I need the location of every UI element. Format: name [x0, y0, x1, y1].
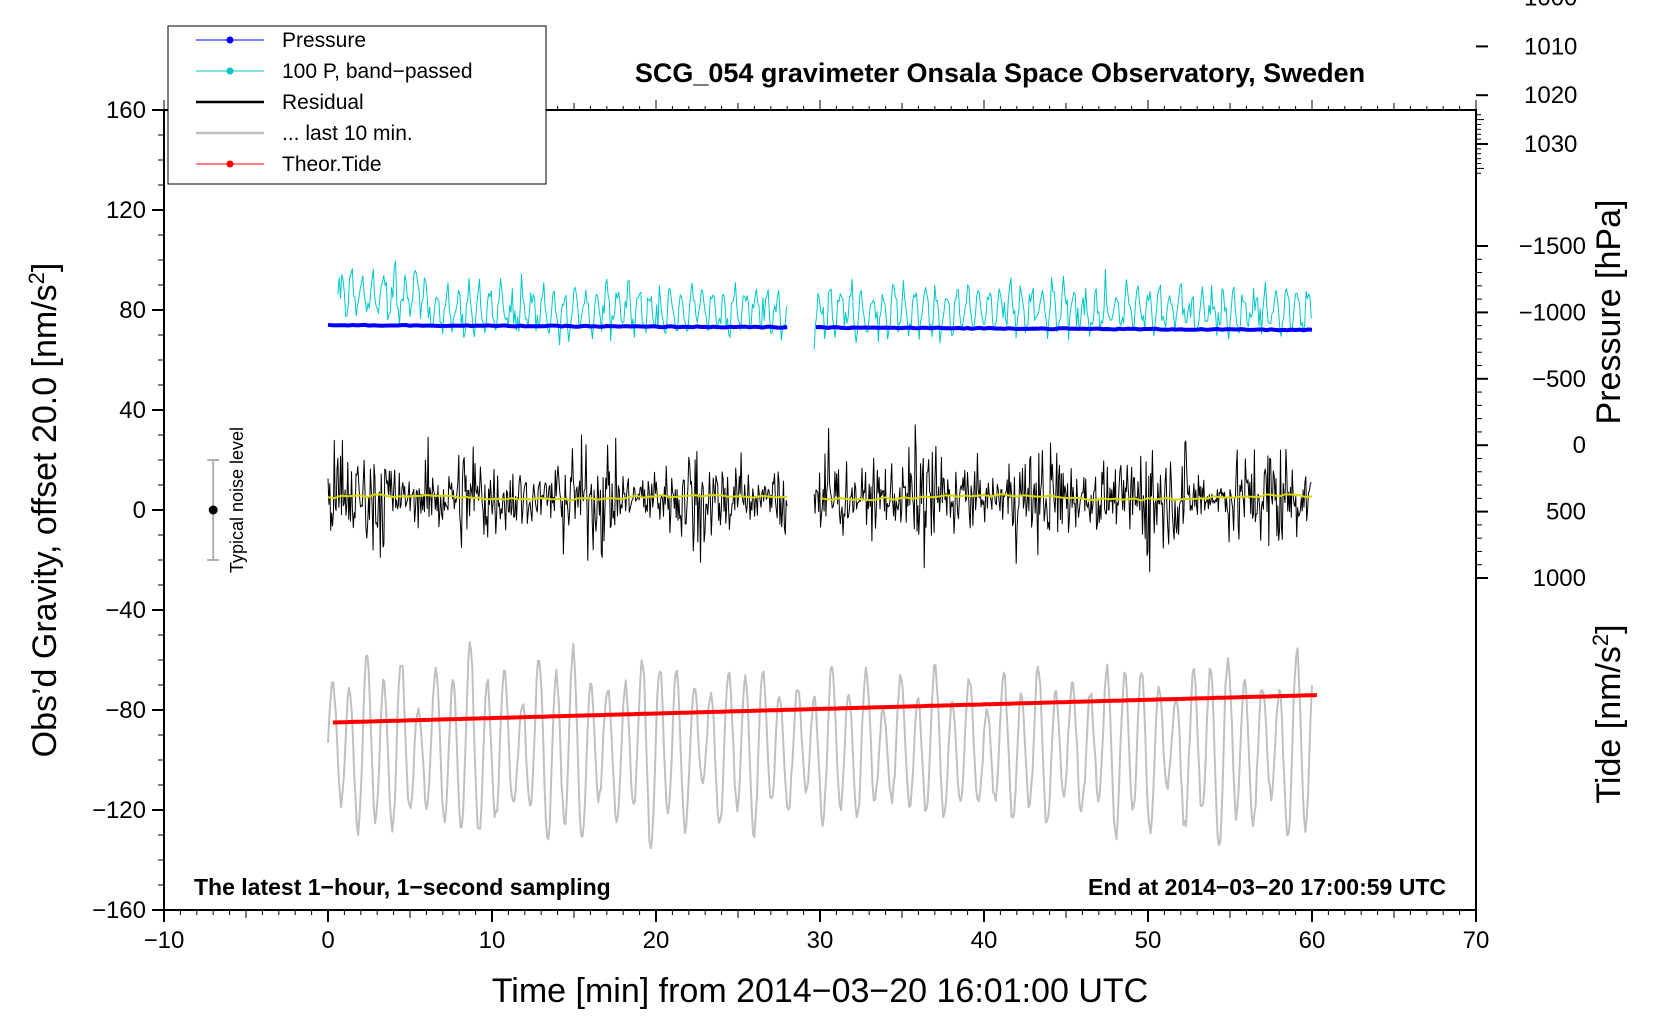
residual-mean-line-0 [327, 493, 788, 502]
y-axis-pressure-title: Pressure [hPa] [1590, 200, 1628, 425]
legend-marker-4 [226, 160, 234, 168]
x-tick-label-3: 20 [643, 927, 670, 954]
legend-box [167, 25, 547, 185]
x-tick-label-8: 70 [1463, 927, 1490, 954]
y-tick-label-3: 40 [119, 397, 146, 424]
last-10-min-line-0 [327, 640, 1313, 850]
pressure-tick-label-0: 1030 [1524, 131, 1577, 158]
legend-marker-0 [226, 36, 234, 44]
tide-tick-label-4: −1000 [1519, 299, 1586, 326]
pressure-series-group [327, 322, 1313, 333]
pressure-tick-label-2: 1010 [1524, 33, 1577, 60]
y-tick-label-5: −40 [105, 597, 146, 624]
residual-mean-line-1 [819, 493, 1313, 502]
x-tick-label-5: 40 [971, 927, 998, 954]
x-tick-label-0: −10 [144, 927, 185, 954]
annotation-end-time: End at 2014−03−20 17:00:59 UTC [1088, 874, 1446, 900]
pressure-tick-label-1: 1020 [1524, 82, 1577, 109]
axes-group: −10 0 10 20 30 40 50 60 7016012080400−40−80−120−… [92, 0, 1586, 954]
y-tick-label-6: −80 [105, 697, 146, 724]
x-tick-label-6: 50 [1135, 927, 1162, 954]
y-axis-left-title-main: Obs’d Gravity, offset 20.0 [nm/s [26, 284, 64, 757]
noise-level-label: Typical noise level [227, 427, 247, 573]
y-axis-left-title: Obs’d Gravity, offset 20.0 [nm/s2] [24, 263, 64, 758]
noise-level-indicator: Typical noise level [207, 427, 247, 573]
annotation-sampling: The latest 1−hour, 1−second sampling [194, 874, 611, 900]
pressure-bandpassed-line-1 [813, 268, 1312, 350]
y-axis-tide-title-main: Tide [nm/s [1590, 646, 1628, 803]
y-tick-label-2: 80 [119, 297, 146, 324]
residual-line-0 [327, 434, 788, 563]
x-axis-title: Time [min] from 2014−03−20 16:01:00 UTC [492, 972, 1148, 1010]
pressure-line-0 [327, 322, 788, 330]
pressure-line-1 [815, 325, 1313, 333]
y-axis-left-title-end: ] [26, 263, 64, 272]
last-10-min-series-group [327, 640, 1313, 850]
theoretical-tide-series-group [332, 693, 1317, 725]
pressure-bandpassed-series-group [337, 260, 1312, 350]
y-tick-label-0: 160 [106, 97, 146, 124]
tide-tick-label-1: 500 [1546, 499, 1586, 526]
x-tick-label-4: 30 [807, 927, 834, 954]
y-axis-tide-title-sup: 2 [1588, 634, 1613, 646]
x-tick-label-7: 60 [1299, 927, 1326, 954]
residual-mean-series-group [327, 493, 1313, 502]
tide-line-0 [332, 693, 1317, 725]
y-tick-label-7: −120 [92, 797, 146, 824]
y-axis-tide-title-end: ] [1590, 624, 1628, 633]
legend-label-4: Theor.Tide [282, 153, 382, 176]
y-tick-label-4: 0 [133, 497, 146, 524]
legend-marker-1 [226, 67, 234, 75]
legend-label-2: Residual [282, 91, 364, 114]
legend-label-3: ... last 10 min. [282, 122, 413, 145]
y-tick-label-8: −160 [92, 897, 146, 924]
pressure-tick-label-3: 1000 [1524, 0, 1577, 12]
pressure-bandpassed-line-0 [337, 260, 787, 346]
tide-tick-label-5: −1500 [1519, 233, 1586, 260]
y-axis-tide-title: Tide [nm/s2] [1588, 624, 1628, 803]
tide-tick-label-3: −500 [1532, 366, 1586, 393]
x-tick-label-1: 0 [321, 927, 334, 954]
legend-label-0: Pressure [282, 29, 366, 52]
legend: Pressure 100 P, band−passed Residual ... la… [167, 25, 547, 185]
y-axis-left-title-sup: 2 [24, 272, 49, 284]
chart-title: SCG_054 gravimeter Onsala Space Observat… [635, 58, 1365, 88]
tide-tick-label-2: 0 [1573, 432, 1586, 459]
legend-label-1: 100 P, band−passed [282, 60, 473, 83]
tide-tick-label-0: 1000 [1533, 565, 1586, 592]
x-tick-label-2: 10 [479, 927, 506, 954]
y-tick-label-1: 120 [106, 197, 146, 224]
noise-bar-point [208, 505, 218, 515]
